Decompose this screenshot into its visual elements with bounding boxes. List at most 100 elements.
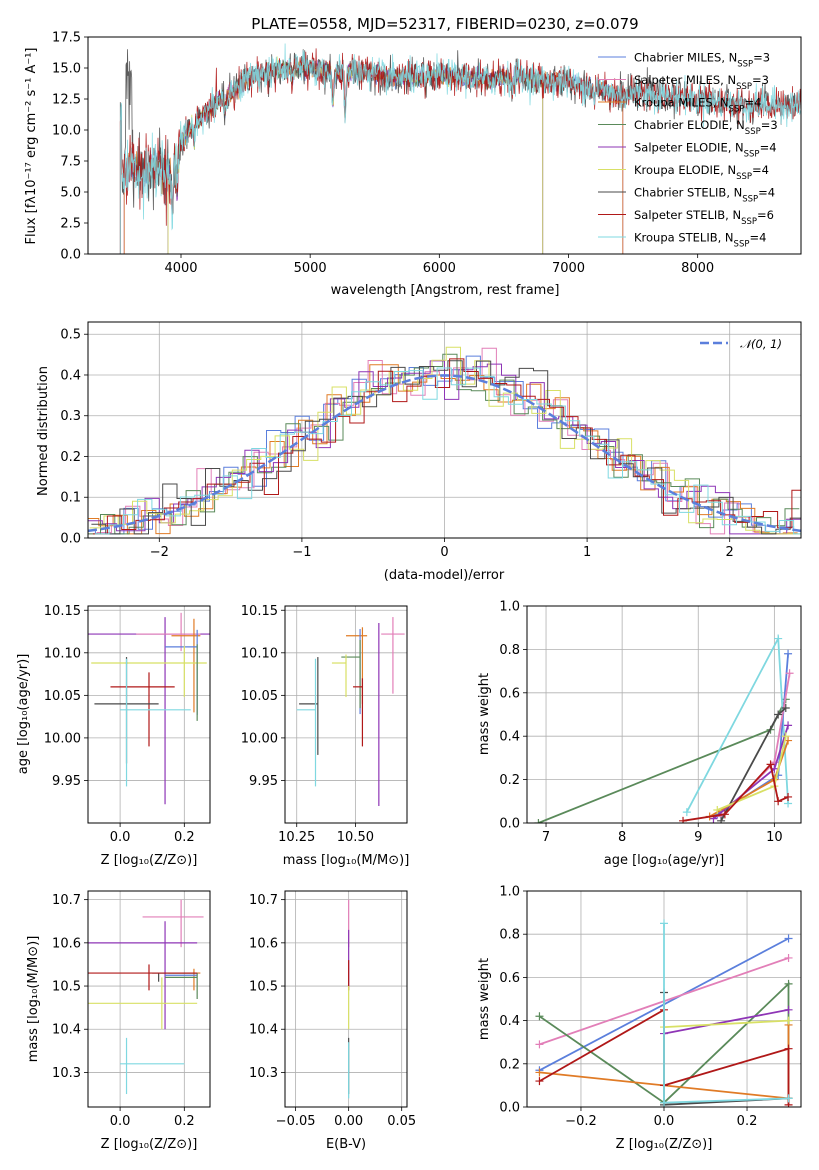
legend-nssp: =6 bbox=[757, 208, 774, 222]
legend-subscript: SSP bbox=[745, 127, 761, 137]
mass_vs_Z-ytick-label: 10.7 bbox=[52, 893, 81, 908]
spectrum-title: PLATE=0558, MJD=52317, FIBERID=0230, z=0… bbox=[251, 15, 638, 33]
legend-label: Kroupa STELIB, NSSP=4 bbox=[634, 231, 766, 250]
weight_vs_age-marker bbox=[781, 732, 790, 741]
spectrum-lines bbox=[119, 43, 801, 254]
residuals-xtick-label: 0 bbox=[440, 545, 448, 560]
age_vs_Z-ytick-label: 10.15 bbox=[44, 604, 81, 619]
wage-ylabel: mass weight bbox=[477, 673, 492, 755]
weight_vs_Z-marker bbox=[535, 1040, 544, 1049]
weight_vs_age-xtick-label: 8 bbox=[618, 830, 626, 845]
weight_vs_age-xtick-label: 9 bbox=[694, 830, 702, 845]
agez-ylabel: age [log₁₀(age/yr)] bbox=[16, 654, 31, 775]
spectrum-ytick-label: 17.5 bbox=[52, 31, 81, 46]
residuals-histogram-step bbox=[88, 360, 801, 535]
agem-xlabel: mass [log₁₀(M/M⊙)] bbox=[283, 853, 410, 868]
mass_vs_ebv-xtick-label: 0.00 bbox=[334, 1114, 363, 1129]
weight_vs_age-ytick-label: 0.8 bbox=[499, 643, 520, 658]
weight_vs_age-lines bbox=[534, 634, 794, 823]
mass_vs_Z-xtick-label: 0.2 bbox=[174, 1114, 195, 1129]
age_vs_mass-ytick-label: 10.00 bbox=[241, 731, 278, 746]
weight_vs_Z-marker bbox=[535, 1068, 544, 1077]
masse-xlabel: E(B-V) bbox=[326, 1137, 366, 1152]
spectrum-series-line bbox=[119, 43, 801, 254]
spectrum-ytick-label: 7.5 bbox=[60, 155, 81, 170]
legend-label: 𝒩(0, 1) bbox=[740, 337, 782, 351]
mass_vs_Z-xtick-label: 0.0 bbox=[110, 1114, 131, 1129]
weight_vs_Z-xtick-label: 0.2 bbox=[737, 1114, 758, 1129]
age_vs_mass-xtick-label: 10.25 bbox=[278, 830, 315, 845]
legend-label: Salpeter ELODIE, NSSP=4 bbox=[634, 141, 777, 160]
spectrum-ytick-label: 10.0 bbox=[52, 124, 81, 139]
spectrum-ticks: 4000 5000 6000 7000 8000 0.0 2.5 5.0 7.5 10.0 12.5… bbox=[52, 31, 714, 277]
weight_vs_Z-series-line bbox=[663, 1019, 789, 1028]
legend-nssp: =4 bbox=[758, 186, 775, 200]
weight_vs_Z-marker bbox=[535, 1012, 544, 1021]
age_vs_Z-ytick-label: 10.00 bbox=[44, 731, 81, 746]
legend-subscript: SSP bbox=[744, 150, 760, 160]
weight_vs_age-marker bbox=[679, 816, 688, 823]
wage-xlabel: age [log₁₀(age/yr)] bbox=[604, 853, 725, 868]
weight_vs_age-marker bbox=[784, 792, 793, 801]
residuals-histogram-step bbox=[88, 355, 795, 535]
mass_vs_ebv-ytick-label: 10.3 bbox=[249, 1066, 278, 1081]
legend-nssp: =3 bbox=[753, 51, 770, 65]
mass_vs_Z-ytick-label: 10.5 bbox=[52, 980, 81, 995]
mass_vs_ebv-ytick-label: 10.5 bbox=[249, 980, 278, 995]
age_vs_Z-xtick-label: 0.0 bbox=[110, 830, 131, 845]
weight_vs_age-xtick-label: 10 bbox=[766, 830, 783, 845]
weight_vs_Z-xtick-label: −0.2 bbox=[565, 1114, 597, 1129]
weight_vs_Z-marker bbox=[784, 1094, 793, 1103]
residuals-hist bbox=[88, 346, 801, 535]
residuals-ylabel: Normed distribution bbox=[36, 366, 51, 496]
weight_vs_age-ytick-label: 0.6 bbox=[499, 686, 520, 701]
weight_vs_age-ytick-label: 1.0 bbox=[499, 600, 520, 615]
legend-nssp: =3 bbox=[752, 73, 769, 87]
residuals-xtick-label: 1 bbox=[583, 545, 591, 560]
mass_vs_Z-ytick-label: 10.4 bbox=[52, 1023, 81, 1038]
residuals-histogram-step bbox=[91, 360, 801, 535]
age_vs_Z-errorbars bbox=[88, 612, 210, 805]
spectrum-xtick-label: 7000 bbox=[552, 261, 585, 276]
weight_vs_Z-ytick-label: 0.6 bbox=[499, 971, 520, 986]
residuals-ytick-label: 0.2 bbox=[60, 450, 81, 465]
mass_vs_Z-frame bbox=[87, 890, 211, 1108]
spectrum-ytick-label: 5.0 bbox=[60, 186, 81, 201]
weight_vs_Z-ytick-label: 0.8 bbox=[499, 928, 520, 943]
age_vs_Z-ytick-label: 10.10 bbox=[44, 646, 81, 661]
age_vs_mass-ytick-label: 9.95 bbox=[249, 774, 278, 789]
mass_vs_ebv-xtick-label: −0.05 bbox=[276, 1114, 316, 1129]
weight_vs_age-marker bbox=[774, 634, 783, 643]
residuals-ticks: −2 −1 0 1 2 0.0 0.1 0.2 0.3 0.4 0.5 bbox=[60, 328, 734, 560]
mass_vs_ebv-xtick-label: 0.05 bbox=[387, 1114, 416, 1129]
agez-xlabel: Z [log₁₀(Z/Z⊙)] bbox=[101, 853, 198, 868]
legend-label: Chabrier ELODIE, NSSP=3 bbox=[634, 118, 778, 137]
weight_vs_Z-ytick-label: 1.0 bbox=[499, 885, 520, 900]
age_vs_Z-ytick-label: 9.95 bbox=[52, 774, 81, 789]
legend-subscript: SSP bbox=[741, 217, 757, 227]
massz-ylabel: mass [log₁₀(M/M⊙)] bbox=[26, 936, 41, 1063]
residuals-frame bbox=[87, 321, 802, 539]
spectrum-series-line bbox=[167, 60, 544, 254]
weight_vs_Z-frame bbox=[526, 890, 802, 1108]
residuals-histogram-step bbox=[89, 346, 801, 535]
weight_vs_age-marker bbox=[784, 721, 793, 730]
age_vs_mass-ytick-label: 10.15 bbox=[241, 604, 278, 619]
legend-label: Salpeter STELIB, NSSP=6 bbox=[634, 208, 774, 227]
weight_vs_age-ytick-label: 0.2 bbox=[499, 773, 520, 788]
mass_vs_ebv-ytick-label: 10.7 bbox=[249, 893, 278, 908]
weight_vs_Z-ticks: −0.2 0.0 0.2 0.0 0.2 0.4 0.6 0.8 1.0 bbox=[499, 885, 757, 1130]
weight_vs_Z-ytick-label: 0.0 bbox=[499, 1101, 520, 1116]
spectrum-panel: PLATE=0558, MJD=52317, FIBERID=0230, z=0… bbox=[24, 15, 802, 298]
residuals-xtick-label: −1 bbox=[292, 545, 311, 560]
age-vs-z-panel: Z [log₁₀(Z/Z⊙)] age [log₁₀(age/yr)] 0.0 0… bbox=[16, 604, 211, 868]
weight_vs_age-marker bbox=[785, 669, 794, 678]
weight_vs_age-frame bbox=[526, 605, 802, 824]
weight_vs_age-marker bbox=[534, 819, 543, 823]
weight_vs_age-marker bbox=[682, 808, 691, 817]
age_vs_Z-xtick-label: 0.2 bbox=[174, 830, 195, 845]
mass_vs_ebv-ticks: −0.05 0.00 0.05 10.3 10.4 10.5 10.6 10.7 bbox=[249, 893, 416, 1129]
mass_vs_Z-ytick-label: 10.6 bbox=[52, 936, 81, 951]
spectrum-ytick-label: 2.5 bbox=[60, 217, 81, 232]
